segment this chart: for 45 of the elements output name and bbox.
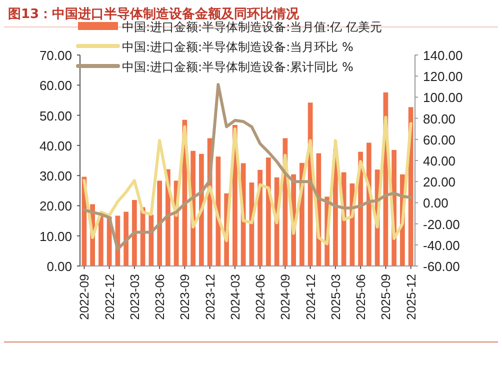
bar	[157, 180, 162, 266]
x-tick-label: 2025-03	[328, 274, 343, 320]
legend-label: 中国:进口金额:半导体制造设备:当月值:亿 亿美元	[122, 20, 382, 34]
y2-tick-label: 60.00	[423, 132, 456, 148]
y-tick-label: 70.00	[39, 48, 72, 63]
bar	[124, 212, 128, 266]
line-series	[82, 83, 412, 251]
x-tick-label: 2025-06	[354, 274, 368, 320]
y2-tick-label: 0.00	[423, 196, 448, 211]
legend-label: 中国:进口金额:半导体制造设备:累计同比 %	[122, 60, 354, 74]
x-tick-label: 2022-12	[102, 274, 117, 320]
y-tick-label: 0.00	[46, 259, 72, 274]
x-tick-label: 2023-06	[153, 274, 168, 320]
y-tick-label: 20.00	[39, 198, 72, 214]
y2-tick-label: 40.00	[423, 154, 456, 168]
chart-title: 图13：中国进口半导体制造设备金额及同环比情况	[8, 6, 300, 22]
y2-tick-label: 80.00	[423, 111, 456, 126]
y2-tick-label: -60.00	[423, 259, 460, 274]
x-tick-label: 2023-03	[128, 274, 142, 320]
x-tick-label: 2024-03	[228, 274, 242, 320]
bar	[132, 200, 137, 266]
y-tick-label: 10.00	[39, 228, 72, 244]
x-tick-label: 2023-09	[178, 274, 192, 320]
x-tick-label: 2024-09	[278, 274, 293, 320]
y2-tick-label: -20.00	[423, 216, 460, 232]
legend-label: 中国:进口金额:半导体制造设备:当月环比 %	[122, 40, 354, 54]
y-tick-label: 40.00	[39, 138, 72, 154]
y-tick-label: 30.00	[39, 168, 72, 184]
x-tick-label: 2024-12	[304, 274, 318, 320]
y-tick-label: 60.00	[39, 78, 72, 94]
x-tick-label: 2023-12	[203, 274, 218, 320]
bar	[98, 214, 104, 266]
y2-tick-label: 100.00	[423, 90, 463, 106]
y-tick-label: 50.00	[39, 108, 72, 124]
y2-tick-label: 140.00	[423, 48, 463, 63]
y2-tick-label: 120.00	[423, 69, 463, 84]
bar	[258, 170, 262, 266]
x-tick-label: 2025-09	[379, 274, 394, 320]
line-series	[82, 116, 412, 246]
y2-tick-label: 20.00	[423, 174, 456, 190]
x-tick-label: 2025-12	[404, 274, 418, 320]
x-tick-label: 2022-09	[78, 274, 92, 320]
y2-tick-label: -40.00	[423, 238, 460, 253]
x-tick-label: 2024-06	[254, 274, 268, 320]
bar	[266, 157, 271, 266]
